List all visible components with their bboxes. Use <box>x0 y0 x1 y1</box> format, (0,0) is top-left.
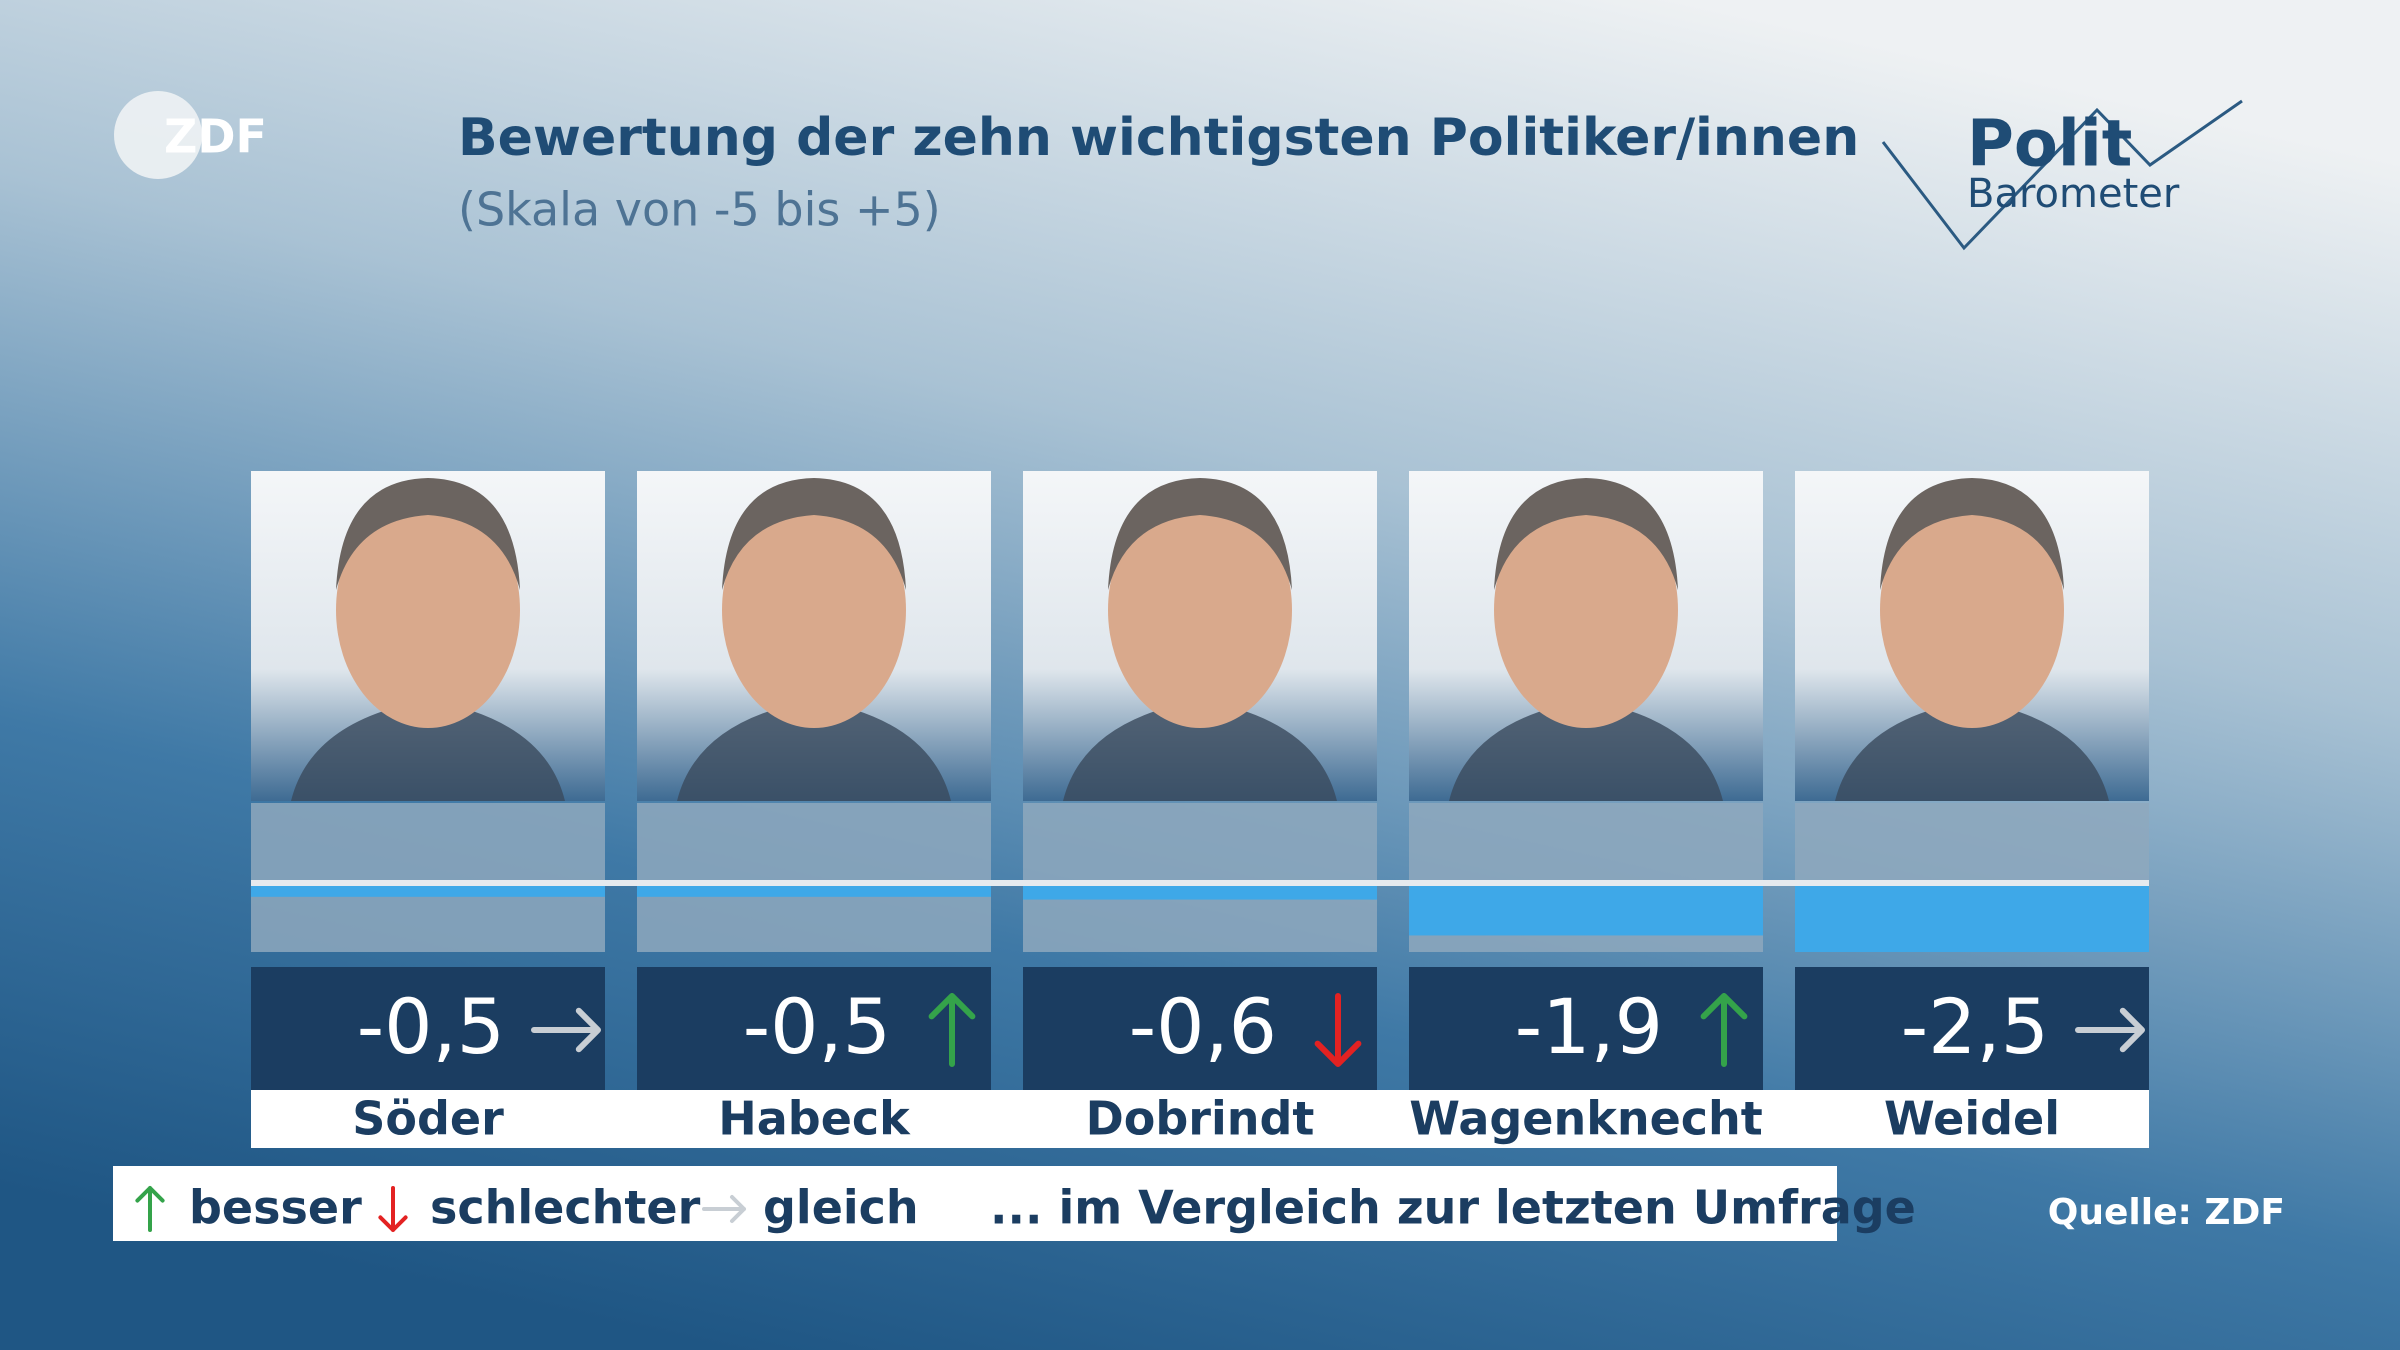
legend-note: ... im Vergleich zur letzten Umfrage <box>990 1181 1916 1235</box>
bar-area <box>637 803 991 952</box>
x-tick-label: Dobrindt <box>1086 1092 1315 1146</box>
portrait-shoulders <box>1835 700 2109 801</box>
portrait-head <box>1108 492 1292 728</box>
portrait-hair <box>1108 478 1292 590</box>
value-label: -0,5 <box>743 982 891 1071</box>
legend-label: besser <box>189 1181 362 1235</box>
value-label: -2,5 <box>1901 982 2049 1071</box>
portrait-head <box>1880 492 2064 728</box>
portrait-hair <box>1880 478 2064 590</box>
name-strip <box>605 1090 991 1148</box>
bar <box>251 883 605 897</box>
bar <box>1795 883 2149 952</box>
brand-line <box>1881 99 2243 251</box>
source: Quelle: ZDF <box>2048 1192 2285 1233</box>
bar <box>1409 883 1763 936</box>
portrait-hair <box>722 478 906 590</box>
logo-circle <box>114 91 202 179</box>
x-tick-label: Wagenknecht <box>1409 1092 1763 1146</box>
x-tick-label: Söder <box>352 1092 504 1146</box>
logo: ZDF <box>164 110 267 164</box>
bar-area <box>1023 803 1377 952</box>
trend-arrow <box>702 1195 746 1223</box>
value-label: -0,6 <box>1129 982 1277 1071</box>
bar-area <box>251 803 605 952</box>
trend-arrow <box>2075 1007 2145 1053</box>
value-box <box>1023 967 1377 1090</box>
portrait-shoulders <box>291 700 565 801</box>
trend-arrow <box>1314 993 1362 1067</box>
name-strip <box>251 1090 605 1148</box>
portrait-shoulders <box>677 700 951 801</box>
value-label: -0,5 <box>357 982 505 1071</box>
portrait-hair <box>1494 478 1678 590</box>
portrait-shoulders <box>1449 700 1723 801</box>
trend-arrow <box>531 1007 601 1053</box>
value-box <box>1409 967 1763 1090</box>
x-tick-label: Habeck <box>718 1092 911 1146</box>
legend-box <box>113 1166 1837 1241</box>
brand: Barometer <box>1967 171 2180 217</box>
portrait-head <box>1494 492 1678 728</box>
trend-arrow <box>1700 993 1748 1067</box>
trend-arrow <box>928 993 976 1067</box>
chart-title: Bewertung der zehn wichtigsten Politiker… <box>458 108 1859 168</box>
legend-label: gleich <box>763 1181 919 1235</box>
brand: Polit <box>1967 108 2132 182</box>
name-strip <box>1377 1090 1763 1148</box>
value-box <box>637 967 991 1090</box>
name-strip <box>991 1090 1377 1148</box>
trend-arrow <box>135 1186 165 1232</box>
legend-label: schlechter <box>430 1181 701 1235</box>
x-tick-label: Weidel <box>1884 1092 2060 1146</box>
portrait-hair <box>336 478 520 590</box>
bar <box>637 883 991 897</box>
portrait-head <box>336 492 520 728</box>
bar <box>1023 883 1377 900</box>
portrait-head <box>722 492 906 728</box>
portrait-shoulders <box>1063 700 1337 801</box>
trend-arrow <box>378 1186 408 1232</box>
name-strip <box>1763 1090 2149 1148</box>
value-label: -1,9 <box>1515 982 1663 1071</box>
chart-subtitle: (Skala von -5 bis +5) <box>458 183 941 237</box>
